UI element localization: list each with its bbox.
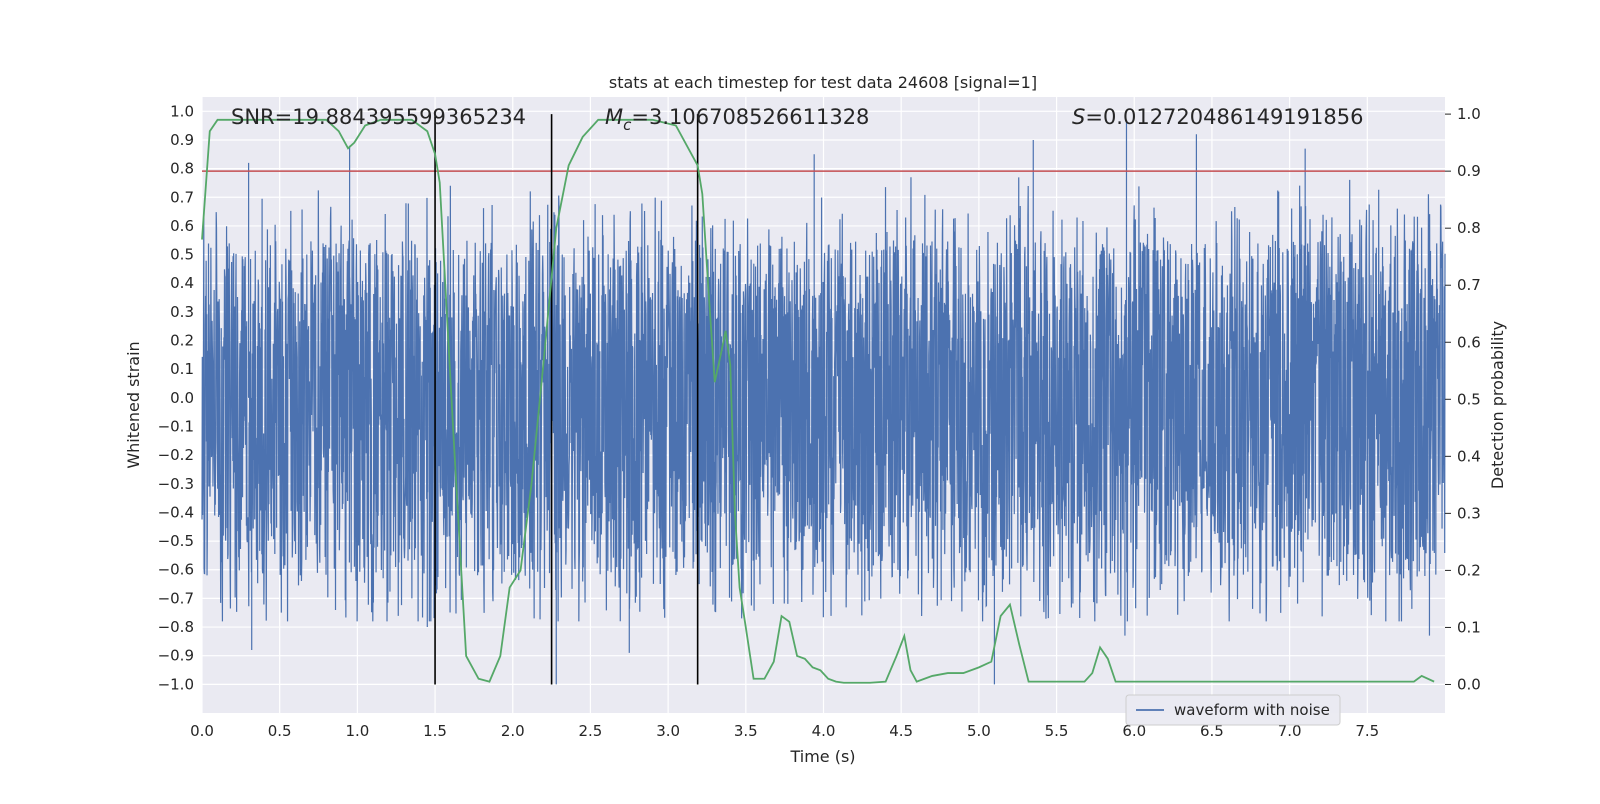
y-left-tick-label: −0.7 <box>158 589 194 607</box>
y-left-tick-label: −0.2 <box>158 446 194 464</box>
x-tick-label: 3.0 <box>656 722 680 740</box>
x-tick-label: 7.5 <box>1355 722 1379 740</box>
x-axis-title: Time (s) <box>789 747 855 766</box>
y-left-tick-label: 0.6 <box>170 217 194 235</box>
y-left-tick-label: −0.3 <box>158 475 194 493</box>
x-tick-label: 5.5 <box>1045 722 1069 740</box>
y-axis-right-title: Detection probability <box>1488 321 1507 489</box>
y-left-tick-label: 1.0 <box>170 102 194 120</box>
y-left-tick-label: −0.4 <box>158 503 194 521</box>
legend: waveform with noise <box>1125 694 1341 726</box>
chirp-mass-value: =3.106708526611328 <box>631 105 869 129</box>
x-tick-label: 5.0 <box>967 722 991 740</box>
y-right-tick-label: 0.7 <box>1457 276 1481 294</box>
y-right-tick-label: 0.5 <box>1457 390 1481 408</box>
y-left-tick-label: 0.2 <box>170 332 194 350</box>
y-left-tick-label: 0.3 <box>170 303 194 321</box>
probability-line <box>201 118 1435 684</box>
chart-title: stats at each timestep for test data 246… <box>609 73 1037 92</box>
y-right-tick-label: 0.4 <box>1457 447 1481 465</box>
y-left-tick-label: −0.5 <box>158 532 194 550</box>
x-tick-label: 6.0 <box>1122 722 1146 740</box>
x-tick-label: 2.5 <box>579 722 603 740</box>
y-left-tick-label: −0.9 <box>158 647 194 665</box>
tick-layer: 0.0 0.5 1.0 1.5 2.0 2.5 3.0 3.5 4.0 4.5 5.0 5.5 6.0 6… <box>158 102 1481 740</box>
y-right-tick-label: 0.0 <box>1457 675 1481 693</box>
y-right-tick-label: 1.0 <box>1457 105 1481 123</box>
x-tick-label: 4.0 <box>812 722 836 740</box>
legend-box <box>1125 694 1341 726</box>
chirp-mass-symbol: M <box>605 105 623 129</box>
x-tick-label: 1.0 <box>345 722 369 740</box>
s-annotation: S=0.012720486149191856 <box>1072 105 1363 129</box>
y-right-tick-label: 0.1 <box>1457 618 1481 636</box>
y-right-tick-label: 0.9 <box>1457 162 1481 180</box>
chirp-mass-annotation: Mc=3.106708526611328 <box>605 105 869 134</box>
snr-annotation: SNR=19.884395599365234 <box>231 105 526 129</box>
y-right-tick-label: 0.2 <box>1457 561 1481 579</box>
y-left-tick-label: 0.4 <box>170 274 194 292</box>
y-left-tick-label: −0.1 <box>158 417 194 435</box>
overlay-layer <box>201 114 1445 685</box>
y-left-tick-label: 0.0 <box>170 389 194 407</box>
y-left-tick-label: 0.8 <box>170 160 194 178</box>
y-left-tick-label: 0.7 <box>170 188 194 206</box>
x-tick-label: 3.5 <box>734 722 758 740</box>
x-tick-label: 7.0 <box>1278 722 1302 740</box>
s-value: =0.012720486149191856 <box>1085 105 1363 129</box>
chirp-mass-subscript: c <box>623 116 632 134</box>
x-tick-label: 2.0 <box>501 722 525 740</box>
waveform-line <box>201 119 1446 685</box>
y-left-tick-label: 0.9 <box>170 131 194 149</box>
y-left-tick-label: −0.8 <box>158 618 194 636</box>
y-left-tick-label: −0.6 <box>158 561 194 579</box>
x-tick-label: 6.5 <box>1200 722 1224 740</box>
y-right-tick-label: 0.3 <box>1457 504 1481 522</box>
y-left-tick-label: −1.0 <box>158 675 194 693</box>
x-tick-label: 0.5 <box>268 722 292 740</box>
y-right-tick-label: 0.6 <box>1457 333 1481 351</box>
y-left-tick-label: 0.1 <box>170 360 194 378</box>
x-tick-label: 0.0 <box>190 722 214 740</box>
waveform-layer <box>201 119 1446 685</box>
legend-label: waveform with noise <box>1174 701 1330 719</box>
y-left-tick-label: 0.5 <box>170 246 194 264</box>
y-axis-left-title: Whitened strain <box>124 341 143 468</box>
x-tick-label: 1.5 <box>423 722 447 740</box>
x-tick-label: 4.5 <box>889 722 913 740</box>
s-symbol: S <box>1072 105 1085 129</box>
y-right-tick-label: 0.8 <box>1457 219 1481 237</box>
